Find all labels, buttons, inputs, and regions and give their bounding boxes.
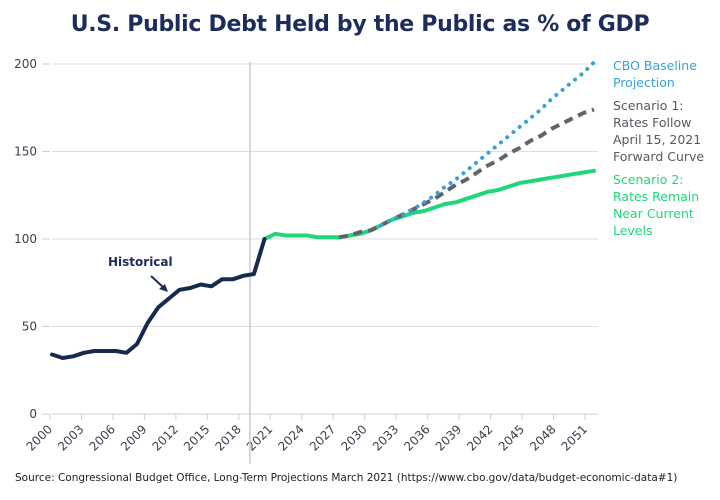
chart-title: U.S. Public Debt Held by the Public as %…: [70, 12, 650, 37]
x-tick-label: 2051: [559, 422, 590, 453]
x-tick-label: 2036: [401, 422, 432, 453]
x-tick-label: 2042: [464, 422, 495, 453]
scenario-1-line: [338, 107, 595, 240]
x-tick-label: 2000: [24, 422, 55, 453]
series-lines: [50, 60, 596, 360]
legend-line: Projection: [613, 75, 675, 90]
y-tick-label: 0: [29, 407, 37, 421]
x-tick-label: 2039: [433, 422, 464, 453]
x-tick-label: 2024: [275, 422, 306, 453]
y-tick-label: 50: [22, 320, 37, 334]
y-tick-label: 200: [14, 57, 37, 71]
x-tick-label: 2003: [55, 422, 86, 453]
legend-line: Rates Follow: [613, 115, 692, 130]
y-tick-label: 100: [14, 232, 37, 246]
x-tick-label: 2006: [87, 422, 118, 453]
legend-line: Scenario 1:: [613, 98, 684, 113]
legend-line: April 15, 2021: [613, 132, 702, 147]
x-tick-label: 2009: [118, 422, 149, 453]
legend-cbo-baseline: CBO Baseline Projection: [613, 57, 697, 91]
cbo-baseline-line: [379, 60, 596, 227]
source-note: Source: Congressional Budget Office, Lon…: [15, 472, 678, 484]
x-tick-label: 2015: [181, 422, 212, 453]
x-tick-label: 2030: [338, 422, 369, 453]
historical-arrow-shaft: [150, 275, 165, 289]
y-axis: 0 50 100 150 200: [14, 57, 50, 421]
x-axis: 2000 2003 2006 2009 2012 2015 2018 2021 2024 2027…: [24, 414, 590, 454]
historical-annotation: Historical: [108, 255, 173, 292]
historical-label: Historical: [108, 255, 173, 269]
legend-line: Forward Curve: [613, 149, 705, 164]
x-tick-label: 2018: [212, 422, 243, 453]
legend-line: CBO Baseline: [613, 58, 697, 73]
x-tick-label: 2045: [496, 422, 527, 453]
scenario-2-line: [262, 168, 596, 241]
legend-line: Rates Remain: [613, 189, 700, 204]
x-tick-label: 2048: [527, 422, 558, 453]
legend-line: Scenario 2:: [613, 172, 684, 187]
historical-line: [50, 237, 267, 360]
historical-arrow-head: [159, 284, 168, 292]
x-tick-label: 2033: [370, 422, 401, 453]
legend-scenario-2: Scenario 2: Rates Remain Near Current Le…: [613, 171, 699, 239]
legend-line: Near Current: [613, 206, 694, 221]
legend-line: Levels: [613, 223, 653, 238]
x-tick-label: 2012: [150, 422, 181, 453]
y-tick-label: 150: [14, 145, 37, 159]
x-tick-label: 2027: [307, 422, 338, 453]
x-tick-label: 2021: [244, 422, 275, 453]
legend-scenario-1: Scenario 1: Rates Follow April 15, 2021 …: [613, 97, 704, 165]
